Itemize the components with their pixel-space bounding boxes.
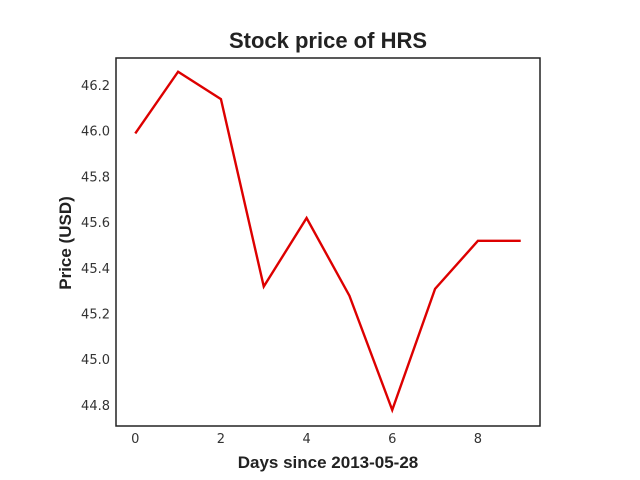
plot-frame — [115, 57, 541, 427]
y-tick-label: 45.4 — [81, 262, 110, 277]
y-tick-label: 46.0 — [81, 125, 110, 140]
x-tick-label: 6 — [388, 432, 396, 447]
y-tick-label: 45.2 — [81, 308, 110, 323]
x-tick-label: 8 — [474, 432, 482, 447]
x-tick-label: 0 — [131, 432, 139, 447]
y-axis-ticks: 44.8 45.0 45.2 45.4 45.6 45.8 46.0 46.2 — [81, 79, 110, 414]
y-tick-label: 44.8 — [81, 399, 110, 414]
plot-area — [115, 57, 541, 427]
x-axis-label: Days since 2013-05-28 — [238, 453, 419, 472]
price-line — [134, 70, 521, 414]
y-tick-label: 45.0 — [81, 353, 110, 368]
series-layer — [134, 70, 521, 414]
x-tick-label: 2 — [217, 432, 225, 447]
x-tick-label: 4 — [302, 432, 310, 447]
x-axis-ticks: 0 2 4 6 8 — [131, 432, 482, 447]
chart-title: Stock price of HRS — [229, 28, 427, 53]
y-axis-label: Price (USD) — [56, 196, 75, 290]
y-tick-label: 45.6 — [81, 216, 110, 231]
y-tick-label: 45.8 — [81, 170, 110, 185]
y-tick-label: 46.2 — [81, 79, 110, 94]
